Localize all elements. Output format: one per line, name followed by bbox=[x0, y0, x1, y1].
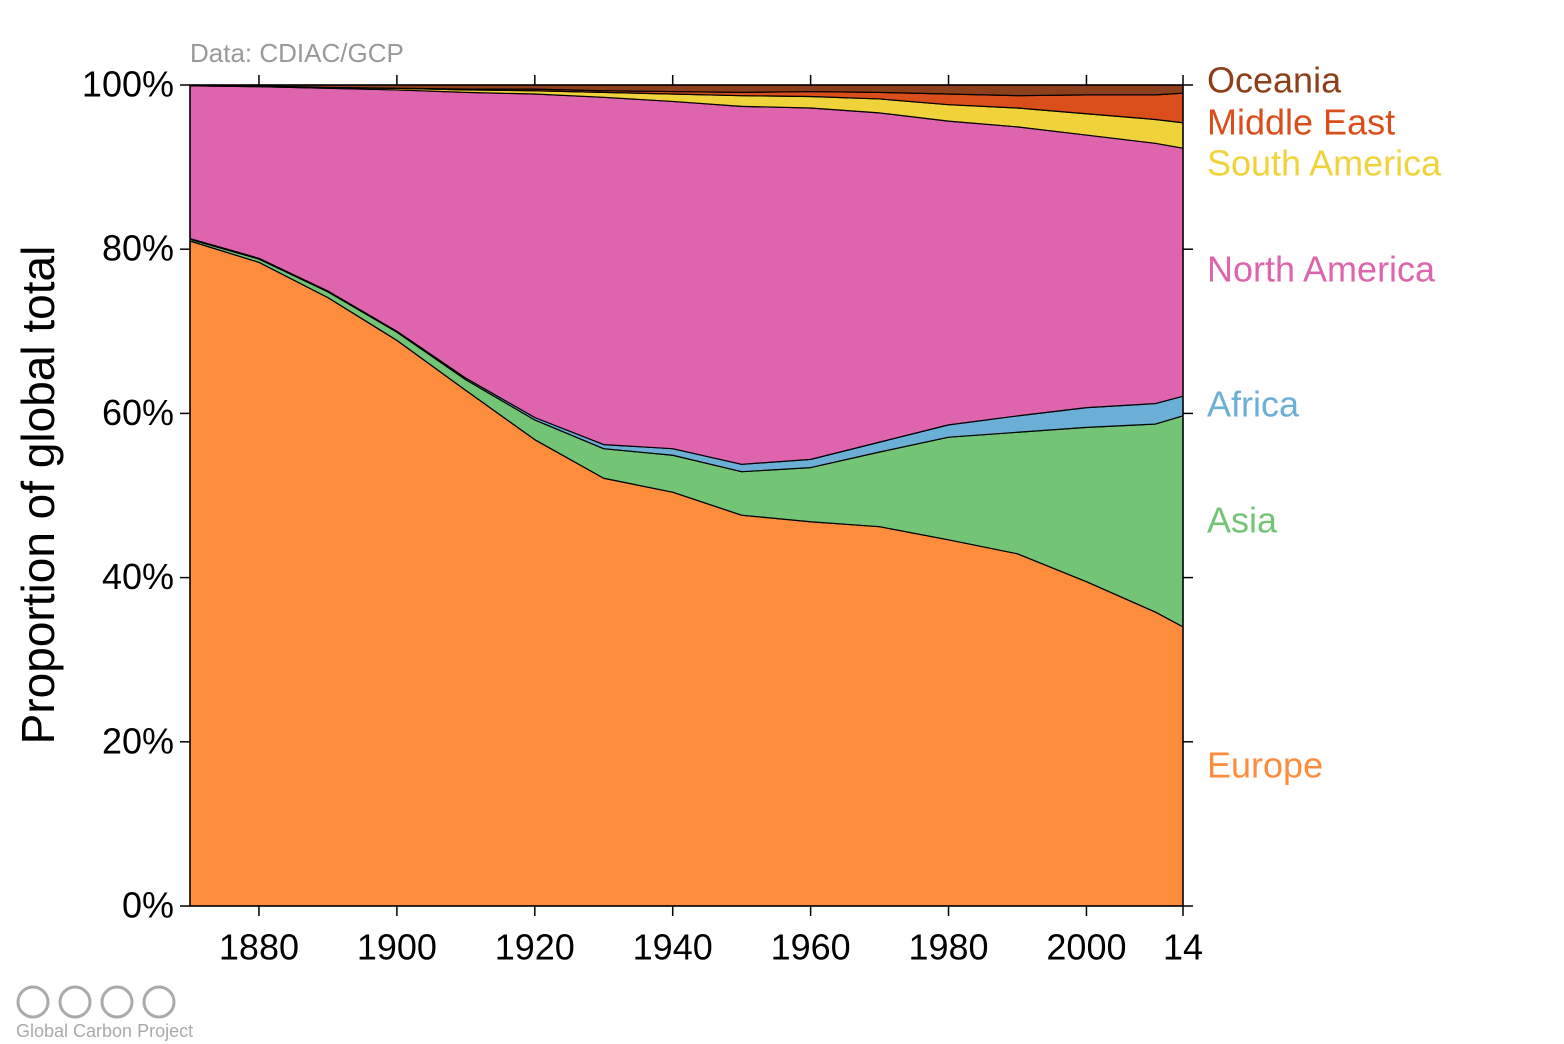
x-tick-label: 1920 bbox=[495, 927, 575, 968]
y-tick-label: 100% bbox=[82, 64, 174, 105]
x-tick-label: 2000 bbox=[1046, 927, 1126, 968]
y-tick-label: 20% bbox=[102, 720, 174, 761]
y-tick-label: 80% bbox=[102, 228, 174, 269]
y-axis-label: Proportion of global total bbox=[12, 246, 64, 745]
plot-frame bbox=[189, 84, 1184, 907]
x-tick-label: 1900 bbox=[357, 927, 437, 968]
legend-label: Europe bbox=[1207, 745, 1323, 786]
credit: Global Carbon Project bbox=[16, 1021, 193, 1041]
x-tick-label: 1880 bbox=[219, 927, 299, 968]
legend-label: Oceania bbox=[1207, 60, 1342, 101]
y-tick-label: 60% bbox=[102, 392, 174, 433]
x-tick-label: 1940 bbox=[633, 927, 713, 968]
y-tick-label: 0% bbox=[122, 885, 174, 926]
x-tick-label: 1960 bbox=[771, 927, 851, 968]
x-tick-label: 1980 bbox=[908, 927, 988, 968]
legend-label: South America bbox=[1207, 143, 1442, 184]
legend-label: Asia bbox=[1207, 500, 1278, 541]
cc-icons bbox=[16, 985, 176, 1019]
subtitle: Data: CDIAC/GCP bbox=[190, 38, 404, 68]
y-tick-label: 40% bbox=[102, 556, 174, 597]
legend-label: Africa bbox=[1207, 384, 1300, 425]
legend-label: North America bbox=[1207, 249, 1436, 290]
legend-label: Middle East bbox=[1207, 102, 1395, 143]
x-tick-label: 14 bbox=[1163, 927, 1203, 968]
